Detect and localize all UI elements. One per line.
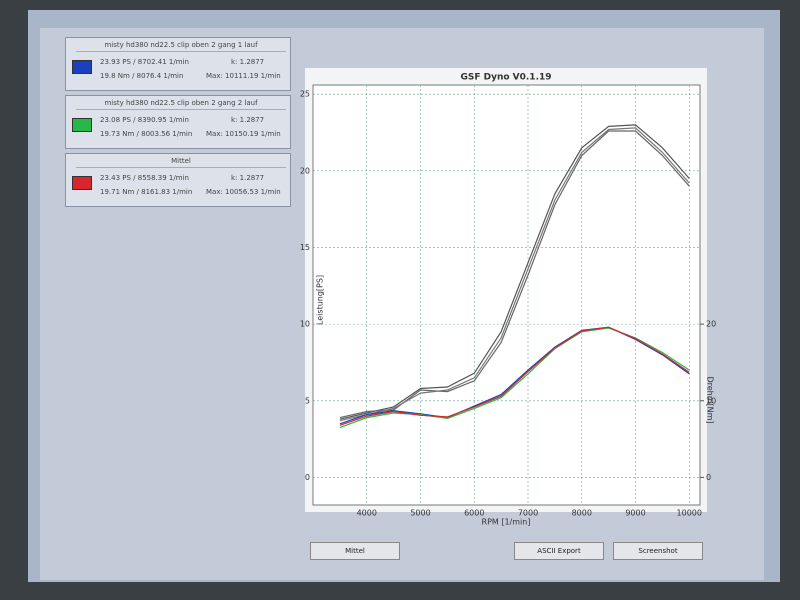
- y2-tick-label: 20: [706, 320, 716, 329]
- run-k: k: 1.2877: [231, 116, 265, 124]
- button[interactable]: ASCII Export: [514, 542, 604, 560]
- x-tick-label: 9000: [625, 509, 645, 518]
- button[interactable]: Mittel: [310, 542, 400, 560]
- y-tick-label: 10: [300, 320, 310, 329]
- x-tick-label: 10000: [677, 509, 702, 518]
- run-power: 23.93 PS / 8702.41 1/min: [100, 58, 189, 66]
- power-line: [339, 127, 690, 422]
- y-axis-label: Leistung[PS]: [316, 275, 325, 325]
- color-swatch: [72, 60, 92, 74]
- color-swatch: [72, 118, 92, 132]
- y2-tick-label: 10: [706, 396, 716, 405]
- run-panel: misty hd380 nd22.5 clip oben 2 gang 2 la…: [65, 95, 291, 149]
- y2-axis-label: Drehm[Nm]: [706, 376, 715, 423]
- plot-area: [312, 84, 701, 506]
- run-k: k: 1.2877: [231, 174, 265, 182]
- button[interactable]: Screenshot: [613, 542, 703, 560]
- run-name: misty hd380 nd22.5 clip oben 2 gang 2 la…: [76, 99, 286, 110]
- run-panel: Mittel 23.43 PS / 8558.39 1/min k: 1.2877 1…: [65, 153, 291, 207]
- y-tick-label: 20: [300, 166, 310, 175]
- run-max: Max: 10056.53 1/min: [206, 188, 281, 196]
- run-power: 23.08 PS / 8390.95 1/min: [100, 116, 189, 124]
- x-axis-label: RPM [1/min]: [482, 518, 531, 527]
- power-line: [339, 130, 690, 419]
- run-torque: 19.71 Nm / 8161.83 1/min: [100, 188, 193, 196]
- run-max: Max: 10150.19 1/min: [206, 130, 281, 138]
- x-tick-label: 7000: [518, 509, 538, 518]
- y2-tick-label: 0: [706, 473, 711, 482]
- run-torque: 19.73 Nm / 8003.56 1/min: [100, 130, 193, 138]
- power-line: [339, 124, 690, 420]
- y-tick-label: 15: [300, 243, 310, 252]
- chart-title: GSF Dyno V0.1.19: [460, 73, 551, 83]
- x-tick-label: 5000: [410, 509, 430, 518]
- y-tick-label: 5: [305, 396, 310, 405]
- run-name: Mittel: [76, 157, 286, 168]
- run-max: Max: 10111.19 1/min: [206, 72, 281, 80]
- torque-line: [339, 326, 690, 426]
- y-tick-label: 25: [300, 90, 310, 99]
- run-torque: 19.8 Nm / 8076.4 1/min: [100, 72, 184, 80]
- run-power: 23.43 PS / 8558.39 1/min: [100, 174, 189, 182]
- y-tick-label: 0: [305, 473, 310, 482]
- x-tick-label: 6000: [464, 509, 484, 518]
- torque-line: [339, 326, 690, 425]
- run-panel: misty hd380 nd22.5 clip oben 2 gang 1 la…: [65, 37, 291, 91]
- color-swatch: [72, 176, 92, 190]
- run-k: k: 1.2877: [231, 58, 265, 66]
- x-tick-label: 4000: [357, 509, 377, 518]
- run-name: misty hd380 nd22.5 clip oben 2 gang 1 la…: [76, 41, 286, 52]
- x-tick-label: 8000: [572, 509, 592, 518]
